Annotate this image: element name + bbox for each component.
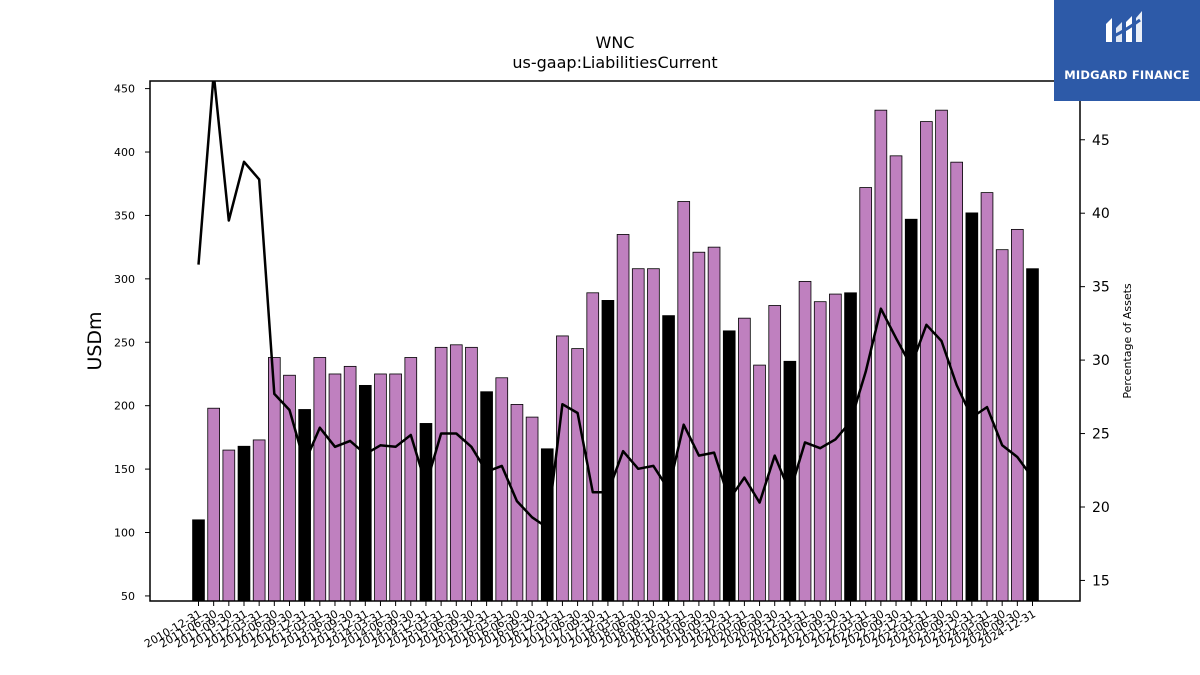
logo-mark-icon <box>1106 11 1142 42</box>
y2-axis-label: Percentage of Assets <box>1121 283 1134 399</box>
bar-2014-09-30 <box>419 423 433 602</box>
bar-2011-03-31 <box>207 407 220 602</box>
bar-2024-03-31 <box>995 249 1009 602</box>
bar-2023-12-31 <box>980 192 994 602</box>
chart-subtitle: us-gaap:LiabilitiesCurrent <box>512 53 717 72</box>
logo-text: MIDGARD FINANCE <box>1064 68 1190 82</box>
bar-2016-06-30 <box>525 416 539 602</box>
bar-2013-06-30 <box>343 365 357 602</box>
bar-2019-12-31 <box>738 317 751 602</box>
bar-2011-12-31 <box>252 439 266 602</box>
y2-tick-label: 20 <box>1092 500 1110 516</box>
y2-tick-label: 45 <box>1092 133 1110 149</box>
bar-2018-06-30 <box>647 268 660 602</box>
bar-2022-12-31 <box>920 121 933 602</box>
bar-2021-09-30 <box>844 292 857 602</box>
bar-2019-09-30 <box>722 330 736 602</box>
y-tick-label: 250 <box>114 336 135 349</box>
bar-2011-06-30 <box>222 449 236 602</box>
y2-tick-label: 25 <box>1092 427 1110 443</box>
bar-2018-09-30 <box>662 315 675 602</box>
bar-2017-09-30 <box>601 300 615 602</box>
y-tick-label: 100 <box>114 527 135 540</box>
bar-2024-09-30 <box>1026 268 1039 602</box>
bar-2022-03-31 <box>874 109 888 602</box>
bar-2016-12-31 <box>556 335 569 602</box>
bar-2018-03-31 <box>631 268 645 602</box>
bar-2012-09-30 <box>298 409 311 602</box>
y-tick-label: 450 <box>114 83 135 96</box>
bar-2017-03-31 <box>571 348 584 602</box>
plot-frame <box>149 80 1081 602</box>
y-tick-label: 350 <box>114 209 135 222</box>
bar-2018-12-31 <box>677 201 691 602</box>
bar-2013-12-31 <box>374 373 387 602</box>
bar-2015-03-31 <box>449 344 463 602</box>
bar-2024-06-30 <box>1011 228 1024 602</box>
bar-2011-09-30 <box>237 445 251 602</box>
y-tick-label: 150 <box>114 463 135 476</box>
bar-2021-12-31 <box>859 187 873 602</box>
bar-2017-12-31 <box>616 234 630 602</box>
bar-2014-06-30 <box>404 357 418 602</box>
logo: MIDGARD FINANCE <box>1054 0 1200 101</box>
y-tick-label: 400 <box>114 146 135 159</box>
y2-tick-label: 40 <box>1092 206 1110 222</box>
bar-2022-09-30 <box>904 218 918 602</box>
y-tick-label: 50 <box>121 590 135 603</box>
bar-2022-06-30 <box>889 155 903 602</box>
bar-2015-09-30 <box>480 391 493 602</box>
y2-tick-label: 30 <box>1092 353 1110 369</box>
bar-2010-12-31 <box>192 519 205 602</box>
y2-tick-label: 15 <box>1092 573 1110 589</box>
y2-tick-label: 35 <box>1092 280 1110 296</box>
bar-2014-12-31 <box>434 346 448 602</box>
bar-2013-09-30 <box>358 384 372 602</box>
percentage-line <box>197 81 1034 529</box>
bar-2017-06-30 <box>586 292 600 602</box>
bar-2019-06-30 <box>707 246 721 602</box>
y-tick-label: 300 <box>114 273 135 286</box>
bar-2021-06-30 <box>829 293 842 602</box>
chart-title: WNC <box>596 33 635 52</box>
bar-2013-03-31 <box>328 373 342 602</box>
bar-2021-03-31 <box>813 301 827 602</box>
bar-2020-03-31 <box>753 364 766 602</box>
bar-2019-03-31 <box>692 251 706 602</box>
bar-2012-12-31 <box>313 357 327 602</box>
y-axis-label: USDm <box>84 311 106 370</box>
bar-2020-06-30 <box>768 305 782 602</box>
bar-2015-06-30 <box>465 346 478 602</box>
bar-2014-03-31 <box>389 373 402 602</box>
y-tick-label: 200 <box>114 400 135 413</box>
bar-2015-12-31 <box>495 377 509 602</box>
